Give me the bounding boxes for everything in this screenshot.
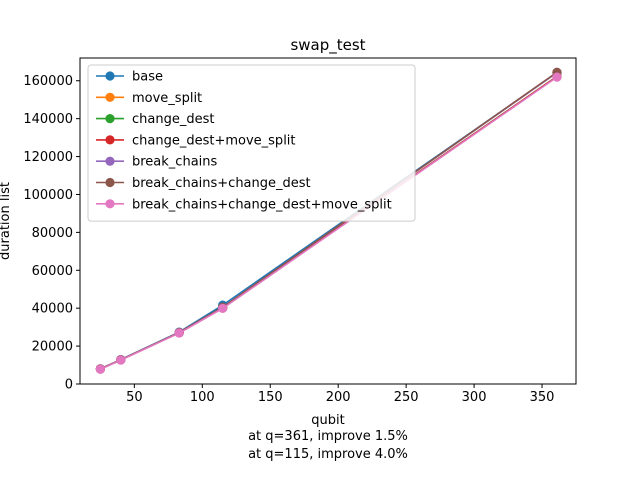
legend-entry: change_dest+move_split bbox=[96, 133, 296, 148]
y-tick-label: 160000 bbox=[23, 74, 73, 89]
chart-title: swap_test bbox=[290, 36, 365, 55]
legend-marker bbox=[105, 71, 115, 81]
legend-entry: break_chains+change_dest+move_split bbox=[96, 197, 392, 212]
annotation-improve-115: at q=115, improve 4.0% bbox=[248, 447, 408, 462]
x-tick-label: 200 bbox=[326, 390, 351, 405]
legend-marker bbox=[105, 199, 115, 209]
x-tick-label: 50 bbox=[126, 390, 143, 405]
legend-marker bbox=[105, 177, 115, 188]
x-tick-label: 300 bbox=[462, 390, 487, 405]
legend-entry: change_dest bbox=[96, 112, 214, 127]
y-tick-label: 120000 bbox=[23, 150, 73, 165]
y-axis: 0 20000 40000 60000 80000 100000 120000 140000 1… bbox=[23, 74, 80, 393]
data-point bbox=[552, 72, 562, 82]
x-tick-label: 100 bbox=[190, 390, 215, 405]
y-tick-label: 100000 bbox=[23, 188, 73, 203]
legend-marker bbox=[105, 156, 115, 166]
annotation-improve-361: at q=361, improve 1.5% bbox=[248, 429, 408, 444]
y-axis-label: duration list bbox=[0, 182, 13, 260]
legend-label: move_split bbox=[132, 91, 202, 106]
x-tick-label: 250 bbox=[394, 390, 419, 405]
legend-marker bbox=[105, 92, 115, 102]
y-tick-label: 40000 bbox=[32, 302, 73, 317]
x-tick-label: 350 bbox=[530, 390, 555, 405]
y-tick-label: 0 bbox=[65, 378, 73, 393]
legend-label: break_chains+change_dest+move_split bbox=[132, 197, 392, 212]
legend-marker bbox=[105, 135, 115, 145]
plot-frame bbox=[79, 57, 577, 385]
data-point bbox=[95, 364, 105, 374]
legend-label: break_chains bbox=[132, 155, 218, 170]
legend-entry: move_split bbox=[96, 91, 202, 106]
series-break_chains+change_dest+move_split bbox=[95, 72, 562, 374]
y-tick-label: 20000 bbox=[32, 340, 73, 355]
legend-label: change_dest+move_split bbox=[132, 133, 296, 148]
legend-label: base bbox=[132, 70, 163, 85]
legend-marker bbox=[105, 114, 115, 124]
data-point bbox=[174, 328, 184, 338]
y-tick-label: 140000 bbox=[23, 112, 73, 127]
y-tick-label: 60000 bbox=[32, 264, 73, 279]
series-layer bbox=[95, 67, 562, 374]
legend-label: change_dest bbox=[132, 112, 214, 127]
legend-entry: break_chains bbox=[96, 155, 218, 170]
legend-entry: base bbox=[96, 70, 163, 85]
data-point bbox=[218, 303, 228, 313]
x-tick-label: 150 bbox=[258, 390, 283, 405]
legend-entry: break_chains+change_dest bbox=[96, 176, 311, 191]
data-point bbox=[116, 355, 126, 365]
legend-box bbox=[87, 64, 416, 222]
x-axis: 50 100 150 200 250 300 350 bbox=[126, 384, 554, 405]
x-axis-label: qubit bbox=[311, 413, 344, 428]
legend-label: break_chains+change_dest bbox=[132, 176, 311, 191]
legend: base move_split change_dest change_dest+mov… bbox=[87, 64, 416, 222]
y-tick-label: 80000 bbox=[32, 226, 73, 241]
